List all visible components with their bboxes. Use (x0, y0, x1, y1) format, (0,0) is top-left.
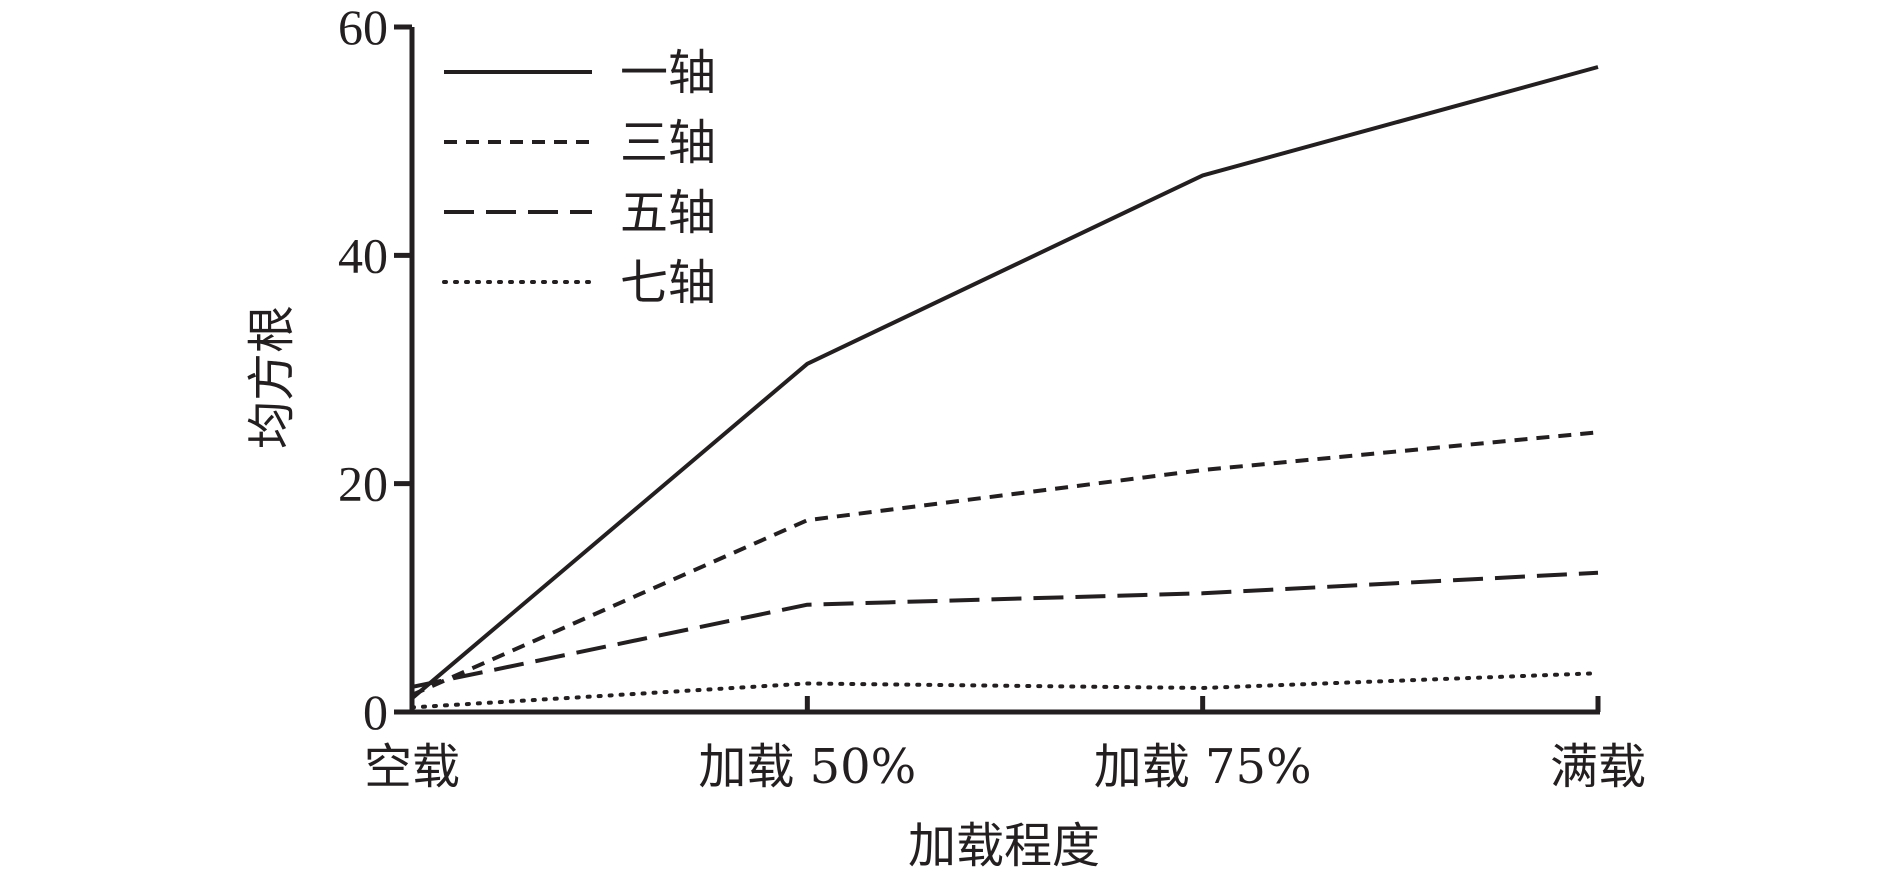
series-layer (410, 65, 1600, 710)
axes (409, 27, 1600, 715)
x-tick-label: 加载 75% (1094, 739, 1312, 795)
series-line-1 (410, 65, 1599, 700)
y-tick-label: 60 (338, 0, 388, 55)
y-tick-label: 0 (363, 684, 388, 740)
y-axis-title: 均方根 (244, 305, 300, 449)
x-tick-label: 加载 50% (698, 739, 916, 795)
x-tick-label: 空载 (364, 739, 460, 795)
y-tick-label: 20 (338, 456, 388, 512)
series-line-3 (411, 570, 1599, 689)
x-ticks: 空载 加载 50% 加载 75% 满载 (364, 696, 1646, 795)
legend-label-4: 七轴 (620, 255, 716, 311)
legend-label-2: 三轴 (620, 115, 716, 171)
series-line-4 (410, 671, 1600, 710)
x-axis-title: 加载程度 (908, 818, 1100, 874)
y-tick-label: 40 (338, 227, 388, 283)
x-tick-label: 满载 (1550, 739, 1646, 795)
y-ticks: 0 20 40 60 (338, 0, 412, 740)
series-line-2 (411, 430, 1599, 697)
legend-label-3: 五轴 (620, 185, 716, 241)
legend-label-1: 一轴 (620, 45, 716, 101)
